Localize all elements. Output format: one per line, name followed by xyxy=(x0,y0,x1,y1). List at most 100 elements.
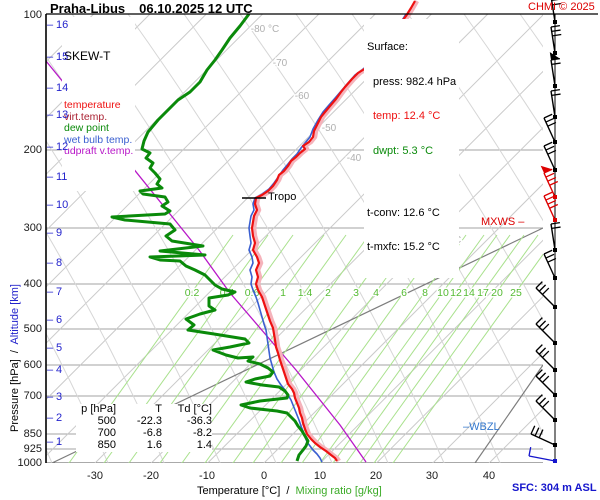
dry-adiabat-line xyxy=(127,13,389,463)
mixing-ratio-label: 4 xyxy=(373,287,379,299)
table-row: 700 -6.8 -8.2 xyxy=(76,428,212,439)
altitude-tick-14: 14 xyxy=(56,82,69,94)
altitude-tick-mark: – xyxy=(47,257,54,269)
altitude-tick-11: 11 xyxy=(56,171,68,183)
legend-item-temperature: temperature xyxy=(64,99,121,111)
table-cell: 700 xyxy=(97,427,116,439)
table-header-1: T xyxy=(155,403,162,415)
tropopause-label: Tropo xyxy=(268,191,297,203)
wind-barb xyxy=(528,447,557,463)
mixing-ratio-line xyxy=(373,234,539,463)
wind-barb xyxy=(543,113,557,144)
table-header-0: p [hPa] xyxy=(81,403,116,415)
virt-temp-curve xyxy=(251,0,419,463)
temp-tick-10: 10 xyxy=(313,470,327,482)
page-title: Praha-Libus 06.10.2025 12 UTC xyxy=(50,2,253,15)
table-cell: 850 xyxy=(97,439,116,451)
wbzl-label: –WBZL xyxy=(463,421,500,433)
isotherm-label: -50 xyxy=(322,123,337,134)
pressure-tick-925: 925 xyxy=(23,443,42,455)
mixing-ratio-label: 25 xyxy=(510,287,522,299)
mixing-ratio-line xyxy=(359,234,525,463)
reference-diagonal-line xyxy=(474,364,543,463)
altitude-tick-15: 15 xyxy=(56,51,69,63)
isotherm-line xyxy=(319,239,543,463)
altitude-tick-mark: – xyxy=(47,82,54,94)
wind-barb xyxy=(535,369,557,397)
pressure-tick-100: 100 xyxy=(23,9,42,21)
mixing-ratio-label: 3 xyxy=(353,287,359,299)
levels-table: p [hPa] T Td [°C] 500 -22.3 -36.3 700 -6.8 -8.2 8… xyxy=(76,404,212,452)
wind-barb xyxy=(535,317,557,345)
altitude-tick-mark: – xyxy=(47,171,54,183)
altitude-tick-mark: – xyxy=(47,227,54,239)
table-cell: -36.3 xyxy=(186,415,212,427)
mixing-ratio-line xyxy=(332,234,498,463)
pressure-tick-300: 300 xyxy=(23,222,42,234)
temp-tick-30: 30 xyxy=(425,470,439,482)
dry-adiabat-line xyxy=(46,231,165,463)
dry-adiabat-line xyxy=(183,13,445,463)
legend-item-virt-temp-: virt.temp. xyxy=(64,110,108,123)
legend-item-dew-point: dew point xyxy=(64,122,109,134)
altitude-tick-mark: – xyxy=(47,141,54,153)
mixing-ratio-label: 0.2 xyxy=(185,287,200,299)
altitude-tick-mark: – xyxy=(47,286,54,298)
mixing-ratio-label: 17 xyxy=(477,287,489,299)
x-axis-title: Temperature [°C] / Mixing ratio [g/kg] xyxy=(197,485,382,497)
altitude-tick-9: 9 xyxy=(56,227,63,239)
pressure-tick-600: 600 xyxy=(23,359,42,371)
mixing-ratio-label: 8 xyxy=(422,287,428,299)
surface-tconv: t-conv: 12.6 °C xyxy=(367,206,440,219)
altitude-tick-8: 8 xyxy=(56,257,63,269)
table-header-2: Td [°C] xyxy=(177,403,212,415)
isotherm-label: -40 xyxy=(347,153,362,164)
table-cell: -6.8 xyxy=(143,427,162,439)
sfc-elevation-label: SFC: 304 m ASL xyxy=(512,482,597,494)
surface-info-box: Surface: press: 982.4 hPa temp: 12.4 °C … xyxy=(364,19,460,278)
altitude-tick-13: 13 xyxy=(56,109,69,121)
temp-tick-0: 0 xyxy=(260,470,268,482)
table-cell: 1.4 xyxy=(196,439,212,451)
mixing-ratio-label: 14 xyxy=(463,287,475,299)
wind-barb xyxy=(540,165,559,199)
dry-adiabat-line xyxy=(46,140,221,463)
temp-tick-20: 20 xyxy=(369,470,383,482)
mixing-ratio-label: 6 xyxy=(401,287,407,299)
isotherm-label: -80 °C xyxy=(251,24,279,35)
isotherm-line xyxy=(46,13,376,344)
table-cell: -8.2 xyxy=(193,427,212,439)
dry-adiabat-line xyxy=(463,13,543,131)
dry-adiabat-line xyxy=(576,14,600,463)
mixing-ratio-label: 10 xyxy=(437,287,449,299)
wind-barb xyxy=(543,141,557,172)
wind-barb xyxy=(535,281,557,309)
pressure-tick-850: 850 xyxy=(23,428,42,440)
mixing-ratio-line xyxy=(204,234,370,463)
altitude-tick-5: 5 xyxy=(56,342,63,354)
wind-barb xyxy=(535,344,557,372)
altitude-tick-mark: – xyxy=(47,314,54,326)
isotherm-line xyxy=(432,352,543,463)
surface-tmxfc: t-mxfc: 15.2 °C xyxy=(367,241,440,253)
wind-barb xyxy=(550,0,562,24)
surface-heading: Surface: xyxy=(367,41,408,53)
isotherm-line xyxy=(46,13,263,232)
isotherm-line xyxy=(376,295,543,463)
mixing-ratio-label: 20 xyxy=(491,287,503,299)
dry-adiabat-line xyxy=(46,332,109,463)
table-row: 850 1.6 1.4 xyxy=(76,440,212,451)
table-cell: -22.3 xyxy=(136,415,162,427)
wind-barb xyxy=(549,52,561,88)
dew-point-curve xyxy=(110,13,310,462)
mixing-ratio-label: 1 xyxy=(280,287,286,299)
pressure-tick-1000: 1000 xyxy=(17,457,42,469)
mixing-ratio-line xyxy=(345,234,511,463)
y-axis-title: Pressure [hPa] / Altitude [km] xyxy=(9,284,21,432)
surface-pressure: press: 982.4 hPa xyxy=(373,75,457,88)
mxws-label: MXWS – xyxy=(481,216,525,228)
temp-tick-40: 40 xyxy=(482,470,496,482)
mixing-ratio-label: 1.4 xyxy=(298,287,313,299)
altitude-tick-mark: – xyxy=(47,19,54,31)
altitude-tick-mark: – xyxy=(47,436,54,448)
